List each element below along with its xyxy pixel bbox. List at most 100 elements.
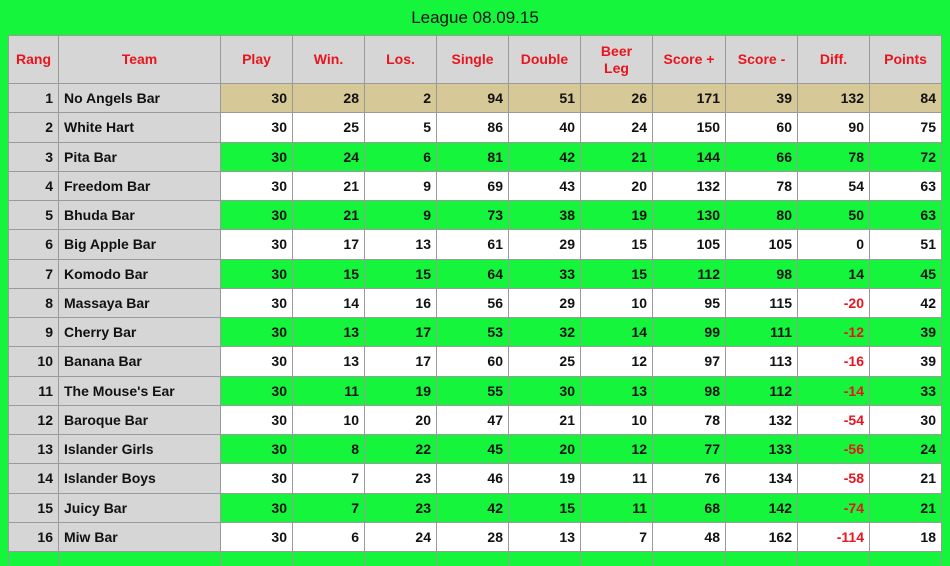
- cell-points: 63: [869, 170, 942, 202]
- cell-score-minus: 142: [725, 492, 798, 523]
- cell-points: 42: [869, 287, 942, 319]
- cell-win: 11: [292, 375, 365, 406]
- cell-beer-leg: 15: [580, 258, 653, 289]
- cell-win: 15: [292, 258, 365, 289]
- header-score-plus: Score +: [652, 35, 726, 84]
- cell-win: 24: [292, 141, 365, 172]
- cell-play: 30: [220, 433, 293, 465]
- header-win: Win.: [292, 35, 365, 84]
- cell-beer-leg: 11: [580, 492, 653, 523]
- cell-team: Baroque Bar: [58, 404, 221, 436]
- cell-team: Freedom Bar: [58, 170, 221, 202]
- table-row: 7 Komodo Bar 30 15 15 64 33 15 112 98 14 45: [8, 258, 942, 289]
- cell-score-minus: 105: [725, 229, 798, 260]
- cell-double: 15: [508, 492, 581, 523]
- cell-rang: 1: [8, 82, 59, 114]
- filler-cell: [364, 551, 437, 566]
- cell-play: 30: [220, 199, 293, 231]
- cell-beer-leg: 7: [580, 521, 653, 553]
- cell-beer-leg: 20: [580, 170, 653, 202]
- cell-double: 13: [508, 521, 581, 553]
- cell-los: 13: [364, 229, 437, 260]
- cell-diff: 0: [797, 229, 870, 260]
- filler-cell: [869, 551, 942, 566]
- cell-score-minus: 113: [725, 346, 798, 377]
- cell-single: 73: [436, 199, 509, 231]
- cell-diff: -54: [797, 404, 870, 436]
- cell-beer-leg: 26: [580, 82, 653, 114]
- cell-rang: 8: [8, 287, 59, 319]
- cell-play: 30: [220, 463, 293, 494]
- table-row: 2 White Hart 30 25 5 86 40 24 150 60 90 75: [8, 112, 942, 143]
- cell-team: Pita Bar: [58, 141, 221, 172]
- cell-score-minus: 112: [725, 375, 798, 406]
- cell-play: 30: [220, 521, 293, 553]
- cell-beer-leg: 10: [580, 404, 653, 436]
- filler-cell: [58, 551, 221, 566]
- cell-double: 42: [508, 141, 581, 172]
- cell-double: 29: [508, 287, 581, 319]
- cell-single: 28: [436, 521, 509, 553]
- cell-los: 9: [364, 199, 437, 231]
- cell-win: 7: [292, 492, 365, 523]
- cell-los: 17: [364, 346, 437, 377]
- cell-score-plus: 98: [652, 375, 726, 406]
- cell-beer-leg: 12: [580, 346, 653, 377]
- cell-points: 21: [869, 463, 942, 494]
- cell-single: 94: [436, 82, 509, 114]
- cell-win: 17: [292, 229, 365, 260]
- cell-play: 30: [220, 170, 293, 202]
- header-single: Single: [436, 35, 509, 84]
- filler-cell: [220, 551, 293, 566]
- cell-diff: -58: [797, 463, 870, 494]
- table-row: 4 Freedom Bar 30 21 9 69 43 20 132 78 54 63: [8, 170, 942, 202]
- table-header-row: Rang Team Play Win. Los. Single Double B…: [8, 35, 942, 84]
- cell-points: 39: [869, 316, 942, 348]
- cell-rang: 2: [8, 112, 59, 143]
- cell-rang: 12: [8, 404, 59, 436]
- header-points: Points: [869, 35, 942, 84]
- cell-single: 55: [436, 375, 509, 406]
- cell-play: 30: [220, 82, 293, 114]
- cell-score-plus: 144: [652, 141, 726, 172]
- cell-single: 69: [436, 170, 509, 202]
- cell-beer-leg: 12: [580, 433, 653, 465]
- cell-los: 20: [364, 404, 437, 436]
- filler-cell: [292, 551, 365, 566]
- cell-score-minus: 66: [725, 141, 798, 172]
- cell-los: 23: [364, 463, 437, 494]
- cell-rang: 16: [8, 521, 59, 553]
- cell-score-plus: 150: [652, 112, 726, 143]
- cell-score-minus: 134: [725, 463, 798, 494]
- cell-score-minus: 39: [725, 82, 798, 114]
- header-team: Team: [58, 35, 221, 84]
- cell-win: 28: [292, 82, 365, 114]
- cell-play: 30: [220, 258, 293, 289]
- cell-single: 53: [436, 316, 509, 348]
- cell-win: 14: [292, 287, 365, 319]
- header-score-minus: Score -: [725, 35, 798, 84]
- filler-cell: [725, 551, 798, 566]
- cell-points: 75: [869, 112, 942, 143]
- table-row: 13 Islander Girls 30 8 22 45 20 12 77 133 -56 24: [8, 433, 942, 465]
- league-table: Rang Team Play Win. Los. Single Double B…: [8, 35, 942, 566]
- cell-double: 25: [508, 346, 581, 377]
- cell-points: 24: [869, 433, 942, 465]
- cell-single: 86: [436, 112, 509, 143]
- cell-beer-leg: 24: [580, 112, 653, 143]
- cell-score-minus: 132: [725, 404, 798, 436]
- page-title: League 08.09.15: [411, 8, 539, 27]
- cell-score-plus: 77: [652, 433, 726, 465]
- cell-points: 84: [869, 82, 942, 114]
- cell-double: 32: [508, 316, 581, 348]
- table-body: 1 No Angels Bar 30 28 2 94 51 26 171 39 132 84 2 Whit…: [8, 82, 942, 566]
- cell-double: 51: [508, 82, 581, 114]
- table-row: 3 Pita Bar 30 24 6 81 42 21 144 66 78 72: [8, 141, 942, 172]
- cell-single: 61: [436, 229, 509, 260]
- cell-los: 16: [364, 287, 437, 319]
- cell-single: 42: [436, 492, 509, 523]
- cell-score-plus: 105: [652, 229, 726, 260]
- cell-single: 45: [436, 433, 509, 465]
- cell-diff: -16: [797, 346, 870, 377]
- cell-win: 21: [292, 170, 365, 202]
